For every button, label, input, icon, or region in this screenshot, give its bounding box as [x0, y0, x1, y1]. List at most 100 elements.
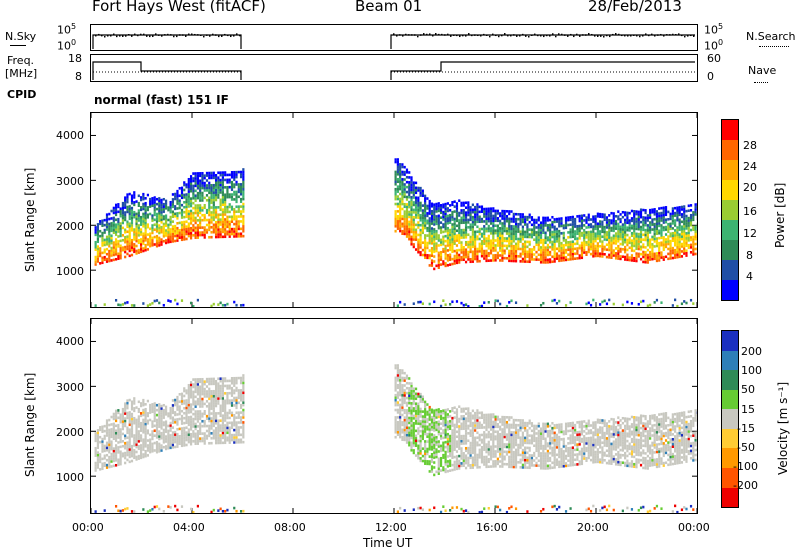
power-cell: [394, 178, 397, 181]
power-cell: [508, 210, 511, 213]
power-cell: [412, 223, 415, 226]
power-cell: [642, 299, 645, 303]
noise-point: [417, 35, 419, 38]
power-cell: [424, 206, 427, 210]
velocity-cell: [189, 418, 193, 421]
power-cell: [562, 226, 565, 230]
power-cell: [167, 233, 170, 237]
power-cell: [408, 225, 411, 229]
power-cell: [412, 235, 415, 239]
velocity-cell: [164, 430, 168, 433]
velocity-cell: [396, 366, 399, 370]
power-cell: [221, 186, 224, 189]
power-cell: [537, 236, 540, 239]
velocity-cell: [396, 391, 399, 394]
power-cell: [169, 203, 172, 207]
velocity-cell: [130, 452, 134, 455]
velocity-cell: [121, 444, 125, 448]
power-cell: [692, 211, 695, 214]
power-cell: [237, 222, 240, 226]
power-cell: [401, 187, 404, 191]
velocity-cell: [228, 416, 231, 420]
velocity-cell: [114, 431, 118, 435]
power-cell: [233, 215, 236, 218]
power-cell: [442, 235, 445, 239]
velocity-cell: [210, 394, 213, 398]
velocity-cell: [142, 443, 145, 446]
velocity-cell: [212, 407, 215, 410]
power-cell: [560, 249, 563, 252]
velocity-cell: [210, 419, 213, 423]
power-cell: [194, 196, 197, 200]
power-cell: [408, 227, 411, 231]
power-cell: [185, 203, 188, 206]
power-cell: [689, 223, 693, 227]
velocity-cell: [135, 445, 138, 449]
velocity-cell: [174, 401, 177, 404]
power-cell: [187, 202, 190, 206]
power-cell: [642, 226, 645, 229]
velocity-cell: [399, 418, 402, 422]
power-cell: [660, 243, 663, 247]
velocity-cell: [160, 444, 163, 447]
velocity-cell: [101, 450, 104, 453]
power-cell: [424, 251, 427, 255]
velocity-cell: [237, 416, 240, 419]
power-cell: [428, 222, 431, 225]
power-cell: [460, 256, 463, 259]
velocity-cell: [196, 397, 199, 401]
power-cell: [617, 230, 620, 233]
power-cell: [233, 212, 236, 216]
power-cell: [671, 236, 674, 240]
power-cell: [580, 254, 584, 257]
power-cell: [667, 242, 670, 246]
power-cell: [469, 248, 472, 251]
power-cell: [624, 223, 627, 227]
velocity-cell: [117, 460, 120, 464]
noise-point: [95, 34, 97, 37]
power-cell: [524, 215, 527, 219]
power-cell: [667, 222, 670, 226]
power-cell: [510, 220, 513, 223]
power-cell: [169, 238, 172, 241]
power-cell: [519, 237, 522, 241]
power-cell: [424, 202, 427, 205]
power-cell: [124, 198, 127, 202]
power-cell: [135, 222, 138, 226]
velocity-cell: [221, 392, 224, 395]
velocity-cell: [126, 458, 129, 462]
power-cell: [439, 243, 443, 247]
power-cell: [94, 255, 97, 259]
power-cell: [124, 206, 127, 209]
power-cell: [96, 252, 100, 256]
power-cell: [599, 235, 602, 238]
power-cell: [196, 233, 199, 237]
power-cell: [580, 219, 584, 223]
power-cell: [671, 232, 674, 235]
power-cell: [517, 225, 520, 228]
power-cell: [649, 303, 652, 307]
power-cell: [662, 216, 665, 219]
power-cell: [399, 210, 402, 213]
power-cell: [214, 213, 218, 217]
power-cell: [471, 250, 474, 254]
velocity-cell: [237, 426, 240, 429]
power-cell: [542, 216, 545, 220]
power-cell: [194, 174, 197, 178]
velocity-cell: [194, 383, 197, 386]
velocity-cell: [235, 441, 238, 444]
velocity-cell: [208, 441, 211, 445]
power-cell: [94, 233, 97, 237]
power-cell: [526, 250, 529, 254]
velocity-cell: [239, 438, 243, 442]
power-cell: [569, 233, 572, 236]
power-cell: [558, 257, 561, 260]
power-cell: [533, 221, 536, 224]
power-cell: [642, 238, 645, 241]
velocity-cell: [164, 440, 168, 443]
power-cell: [542, 226, 545, 230]
power-cell: [555, 232, 559, 236]
power-cell: [233, 170, 236, 174]
velocity-cell: [196, 410, 199, 413]
velocity-cell: [139, 451, 143, 455]
